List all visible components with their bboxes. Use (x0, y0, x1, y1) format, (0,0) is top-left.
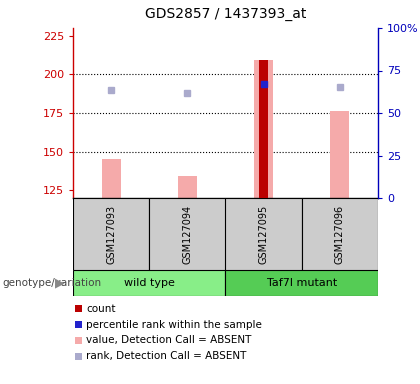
Bar (75, 353, 82, 360)
Bar (75, 321, 82, 328)
Text: GDS2857 / 1437393_at: GDS2857 / 1437393_at (145, 7, 306, 21)
Bar (149, 198, 226, 270)
Text: GSM127093: GSM127093 (106, 204, 116, 263)
Text: GSM127096: GSM127096 (335, 204, 345, 263)
Bar (226, 198, 302, 270)
Bar (73, 270, 226, 296)
Bar (226, 270, 378, 296)
Text: percentile rank within the sample: percentile rank within the sample (86, 319, 262, 329)
Text: GSM127094: GSM127094 (182, 204, 192, 263)
Text: ▶: ▶ (55, 276, 65, 290)
Bar (259, 60, 268, 198)
Text: wild type: wild type (124, 278, 175, 288)
Bar (75, 337, 82, 344)
Text: GSM127095: GSM127095 (259, 204, 269, 264)
Text: Taf7l mutant: Taf7l mutant (267, 278, 337, 288)
Bar (254, 60, 273, 198)
Bar (73, 198, 149, 270)
Text: count: count (86, 303, 116, 313)
Bar (75, 305, 82, 312)
Text: rank, Detection Call = ABSENT: rank, Detection Call = ABSENT (86, 351, 247, 361)
Text: value, Detection Call = ABSENT: value, Detection Call = ABSENT (86, 336, 252, 346)
Bar (178, 176, 197, 198)
Bar (331, 111, 349, 198)
Bar (302, 198, 378, 270)
Bar (102, 159, 121, 198)
Text: genotype/variation: genotype/variation (2, 278, 101, 288)
